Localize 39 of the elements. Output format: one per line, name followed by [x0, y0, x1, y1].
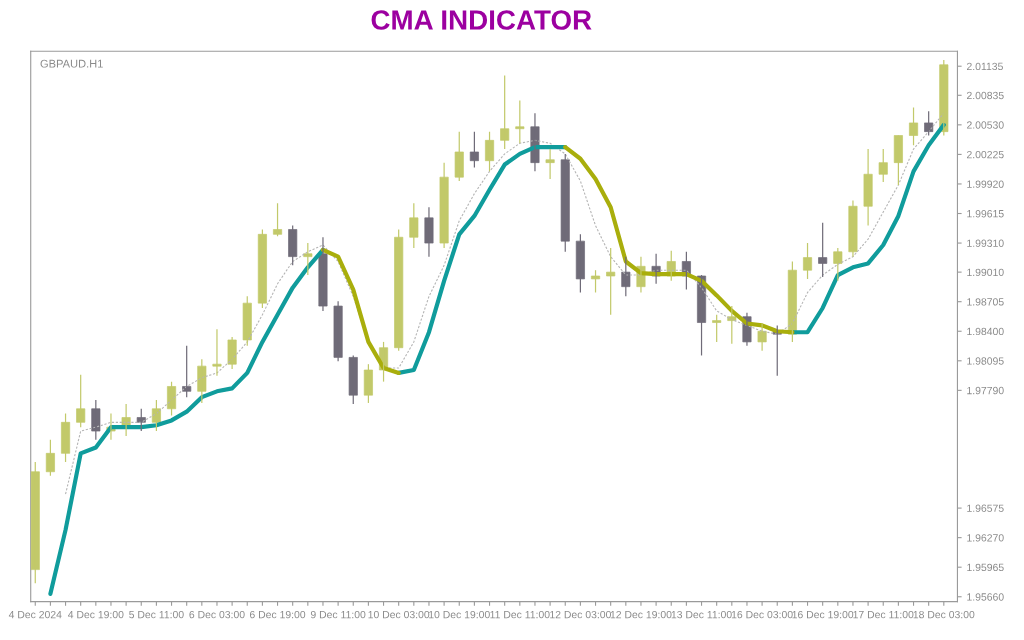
- x-tick-label: 6 Dec 03:00: [189, 610, 245, 619]
- y-tick-label: 1.95660: [967, 593, 1004, 601]
- line-series: [64, 112, 945, 495]
- x-tick-label: 12 Dec 19:00: [610, 610, 672, 619]
- candlestick: [424, 207, 434, 257]
- y-tick-label: 2.00835: [966, 91, 1004, 100]
- x-tick-label: 6 Dec 19:00: [249, 610, 306, 619]
- y-tick-label: 1.97790: [967, 386, 1004, 395]
- y-tick-label: 1.96575: [967, 504, 1004, 512]
- candlestick: [863, 149, 873, 226]
- candlestick: [757, 323, 767, 351]
- x-tick-label: 12 Dec 03:00: [550, 610, 611, 619]
- text: GBPAUD.H1: [40, 59, 103, 68]
- y-tick-label: 1.99310: [967, 239, 1004, 247]
- x-tick-label: 16 Dec 03:00: [731, 610, 793, 619]
- x-tick-label: 18 Dec 03:00: [913, 610, 975, 619]
- x-tick-label: 16 Dec 19:00: [792, 610, 854, 619]
- chart-title: CMA INDICATOR: [371, 10, 592, 30]
- x-tick-label: 11 Dec 11:00: [490, 610, 550, 619]
- candlestick: [212, 329, 222, 376]
- y-tick-label: 1.98705: [967, 298, 1004, 306]
- x-tick-label: 4 Dec 19:00: [67, 610, 124, 619]
- y-tick-label: 1.99615: [967, 210, 1004, 218]
- y-tick-label: 2.01135: [966, 62, 1003, 71]
- y-tick-label: 1.98095: [967, 357, 1004, 365]
- y-tick-label: 1.99010: [967, 268, 1004, 277]
- y-tick-label: 1.99920: [967, 180, 1004, 188]
- x-tick-label: 10 Dec 03:00: [368, 610, 430, 619]
- x-tick-label: 5 Dec 11:00: [129, 610, 184, 619]
- y-tick-label: 1.98400: [967, 327, 1004, 336]
- x-tick-label: 9 Dec 11:00: [310, 610, 366, 619]
- y-tick-label: 2.00225: [966, 150, 1004, 159]
- x-tick-label: 10 Dec 19:00: [429, 610, 490, 619]
- y-tick-label: 2.00530: [966, 121, 1004, 129]
- y-tick-label: 1.95965: [967, 563, 1004, 572]
- x-tick-label: 17 Dec 11:00: [853, 610, 914, 619]
- y-tick-label: 1.96270: [967, 534, 1004, 542]
- x-tick-label: 4 Dec 2024: [8, 610, 62, 619]
- x-tick-label: 13 Dec 11:00: [671, 610, 732, 619]
